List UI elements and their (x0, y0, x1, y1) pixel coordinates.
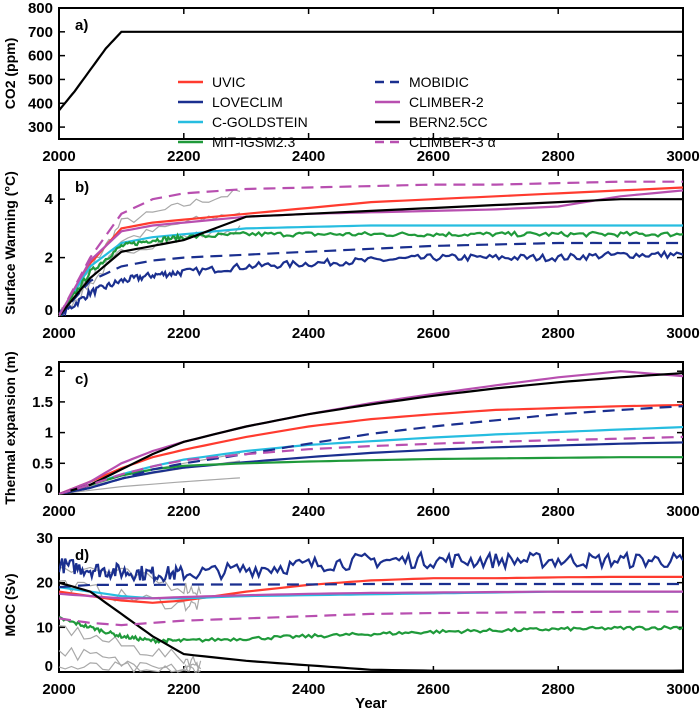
series-line-bern2-5cc (59, 371, 683, 494)
series-line-uvic (59, 403, 683, 494)
plot-frame (58, 169, 684, 317)
y-tick-label: 1 (45, 425, 53, 442)
series-line-loveclim (59, 550, 683, 585)
x-tick-label: 2600 (417, 503, 450, 520)
x-tick-label: 3000 (666, 681, 699, 698)
panel-label: c) (75, 371, 88, 388)
y-tick-label: 10 (36, 619, 53, 636)
series-line-climber-2 (59, 590, 683, 600)
series-line-climber-2 (59, 370, 683, 494)
series-line-mit-igsm2-3 (59, 230, 683, 316)
x-tick-label: 3000 (666, 148, 699, 165)
y-tick-label: 400 (28, 95, 53, 112)
plot-frame (58, 7, 684, 140)
x-tick-label: 2200 (167, 503, 200, 520)
y-tick-label: 0.5 (32, 455, 53, 472)
y-tick-label: 0 (45, 302, 53, 319)
legend-label: C-GOLDSTEIN (212, 114, 308, 130)
legend-label: UVIC (212, 74, 245, 90)
y-tick-label: 20 (36, 575, 53, 592)
y-tick-label: 0 (45, 658, 53, 675)
panel-label: a) (75, 17, 88, 34)
panel-b: 2000 2200 2400 2600 2800 3000 0 2 4 b) Surface War… (2, 169, 700, 342)
x-tick-label: 2400 (292, 325, 325, 342)
y-tick-label: 0 (45, 480, 53, 497)
x-tick-label: 2600 (417, 681, 450, 698)
series-line-climber-3- (59, 435, 683, 494)
x-tick-label: 2800 (542, 681, 575, 698)
x-tick-label: 2200 (167, 325, 200, 342)
y-tick-label: 500 (28, 71, 53, 88)
x-tick-label: 2200 (167, 681, 200, 698)
legend-label: MOBIDIC (409, 74, 469, 90)
series-line-mobidic (59, 241, 683, 316)
x-tick-label: 2600 (417, 148, 450, 165)
x-tick-label: 3000 (666, 503, 699, 520)
legend-label: CLIMBER-2 (409, 94, 484, 110)
y-tick-label: 2 (45, 363, 53, 380)
x-tick-label: 2600 (417, 325, 450, 342)
y-tick-label: 800 (28, 0, 53, 17)
y-tick-label: 30 (36, 530, 53, 547)
x-tick-label: 2400 (292, 148, 325, 165)
series-line-mit-igsm2-3 (59, 456, 683, 494)
series-line-bern2-5cc (59, 198, 683, 316)
x-tick-label: 2800 (542, 148, 575, 165)
legend-label: MIT-IGSM2.3 (212, 134, 295, 150)
series-line-mobidic (59, 405, 683, 494)
y-tick-label: 700 (28, 24, 53, 41)
y-tick-label: 1.5 (32, 394, 53, 411)
plot-frame (58, 361, 684, 495)
y-axis-label: Surface Warming (°C) (2, 171, 18, 315)
x-tick-label: 2000 (42, 681, 75, 698)
x-tick-label: 3000 (666, 325, 699, 342)
y-axis-label: CO2 (ppm) (2, 38, 18, 110)
series-line-mobidic (59, 582, 683, 589)
x-tick-label: 2400 (292, 681, 325, 698)
y-axis-label: Thermal expansion (m) (2, 351, 18, 504)
series-line-mit-igsm2-3 (59, 615, 683, 645)
panel-label: b) (75, 179, 89, 196)
panel-label: d) (75, 547, 89, 564)
x-tick-label: 2000 (42, 503, 75, 520)
y-tick-label: 300 (28, 119, 53, 136)
ensemble-line (58, 646, 201, 673)
legend-label: CLIMBER-3 α (409, 134, 496, 150)
x-tick-label: 2200 (167, 148, 200, 165)
plot-frame (58, 537, 684, 673)
x-tick-label: 2800 (542, 503, 575, 520)
panel-d: 2000 2200 2400 2600 2800 3000 0 10 20 30 d) MOC (Sv… (2, 530, 700, 712)
legend-label: BERN2.5CC (409, 114, 488, 130)
series-line-c-goldstein (59, 224, 683, 316)
series-line-climber-3- (59, 180, 683, 316)
y-tick-label: 4 (45, 191, 54, 208)
x-tick-label: 2800 (542, 325, 575, 342)
ensemble-line (58, 566, 202, 597)
x-axis-label: Year (355, 695, 387, 712)
panel-c: 2000 2200 2400 2600 2800 3000 0 0.5 1 1.5 2 c) Therm… (2, 351, 700, 520)
x-tick-label: 2000 (42, 325, 75, 342)
series-line-climber-3- (59, 610, 683, 627)
legend: UVIC LOVECLIM C-GOLDSTEIN MIT-IGSM2.3 MOBIDI… (178, 74, 496, 150)
panel-a: 2000 2200 2400 2600 2800 3000 300 400 500 600 700 8… (2, 0, 700, 165)
y-axis-label: MOC (Sv) (2, 574, 18, 637)
series-line-bern2-5cc (59, 581, 683, 672)
legend-label: LOVECLIM (212, 94, 283, 110)
x-tick-label: 2400 (292, 503, 325, 520)
ensemble-line (58, 477, 241, 495)
series-line-co2 (59, 30, 683, 112)
ensemble-line (58, 625, 202, 670)
y-tick-label: 2 (45, 250, 53, 267)
ensemble-line (58, 661, 202, 674)
series-line-uvic (59, 186, 683, 316)
x-tick-label: 2000 (42, 148, 75, 165)
series-line-loveclim (59, 249, 683, 316)
y-tick-label: 600 (28, 48, 53, 65)
